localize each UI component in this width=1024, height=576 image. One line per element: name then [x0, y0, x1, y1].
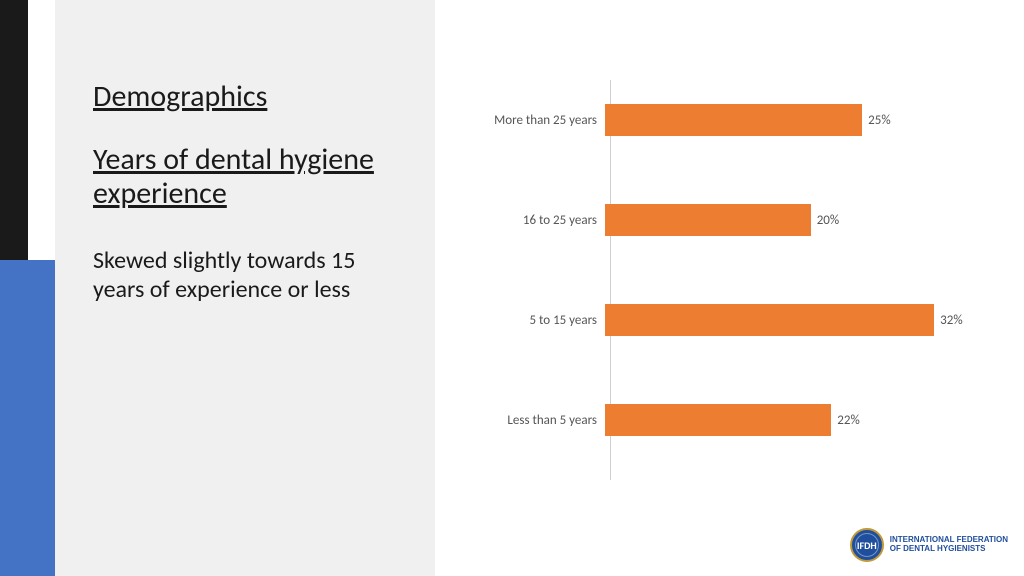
logo-text: INTERNATIONAL FEDERATION OF DENTAL HYGIE… [890, 536, 1008, 554]
bar [605, 204, 811, 236]
bar-value: 22% [831, 404, 859, 436]
subtext-description: Skewed slightly towards 15 years of expe… [93, 246, 405, 305]
footer-logo: IFDH INTERNATIONAL FEDERATION OF DENTAL … [850, 528, 1008, 562]
bar-label: 5 to 15 years [460, 313, 605, 328]
bar-label: 16 to 25 years [460, 213, 605, 228]
bar-label: Less than 5 years [460, 413, 605, 428]
bar-track: 32% [605, 304, 980, 336]
bar-value: 25% [862, 104, 890, 136]
logo-icon: IFDH [850, 528, 884, 562]
chart-row: 16 to 25 years 20% [460, 200, 980, 240]
chart-row: Less than 5 years 22% [460, 400, 980, 440]
bar-value: 20% [811, 204, 839, 236]
bar-track: 20% [605, 204, 980, 236]
logo-line2: OF DENTAL HYGIENISTS [890, 545, 1008, 554]
stripe-dark [0, 0, 28, 260]
bar-track: 22% [605, 404, 980, 436]
bar-value: 32% [934, 304, 962, 336]
bar [605, 304, 934, 336]
chart-row: 5 to 15 years 32% [460, 300, 980, 340]
stripe-blue [0, 260, 55, 576]
heading-demographics: Demographics [93, 80, 405, 115]
bar-label: More than 25 years [460, 113, 605, 128]
left-panel: Demographics Years of dental hygiene exp… [55, 0, 435, 576]
heading-experience: Years of dental hygiene experience [93, 143, 405, 212]
bar [605, 104, 862, 136]
bar [605, 404, 831, 436]
bar-track: 25% [605, 104, 980, 136]
experience-chart: More than 25 years 25% 16 to 25 years 20% 5 … [460, 80, 980, 480]
chart-row: More than 25 years 25% [460, 100, 980, 140]
